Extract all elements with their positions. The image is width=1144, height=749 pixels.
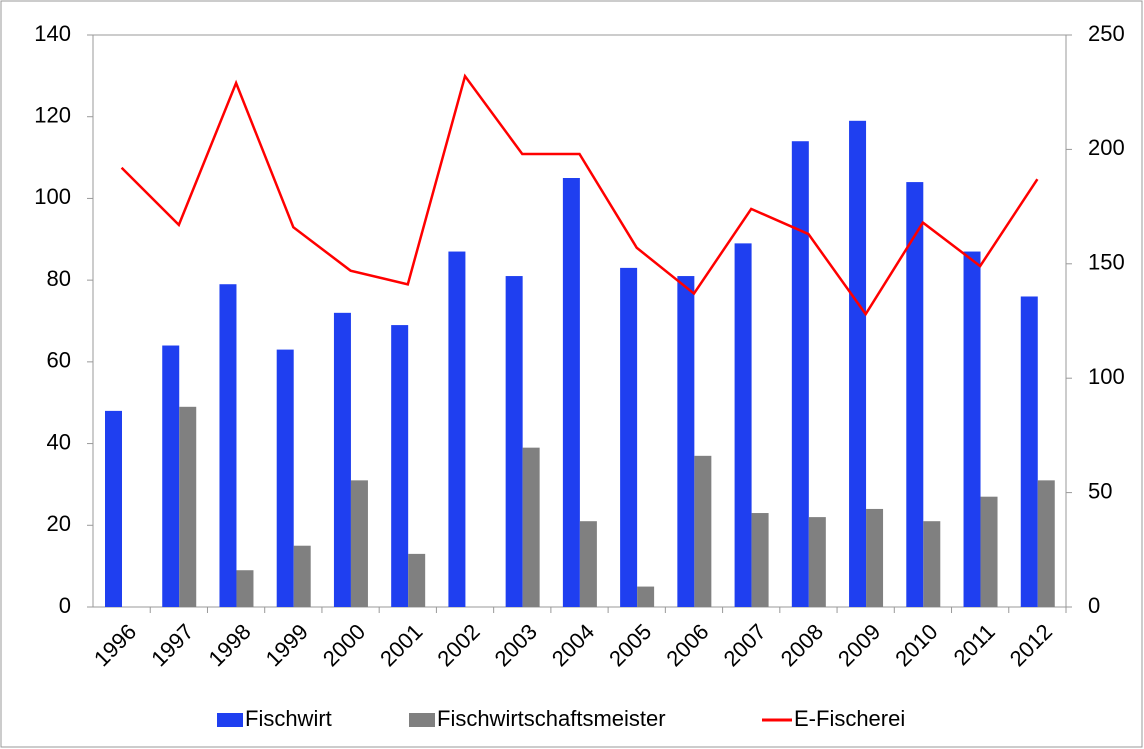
y2-tick-label: 100	[1088, 364, 1125, 389]
y2-tick-label: 250	[1088, 21, 1125, 46]
bar	[236, 570, 254, 607]
bar	[391, 325, 409, 607]
y-tick-label: 120	[34, 103, 71, 128]
bar	[293, 545, 311, 607]
legend-swatch	[409, 713, 435, 727]
y-tick-label: 20	[47, 511, 71, 536]
legend-swatch	[217, 713, 243, 727]
y-tick-label: 40	[47, 429, 71, 454]
bar	[505, 276, 523, 607]
bar	[980, 496, 998, 607]
bar	[620, 267, 638, 607]
y2-tick-label: 0	[1088, 593, 1100, 618]
bar	[637, 586, 655, 607]
bar	[448, 251, 466, 608]
bar	[333, 312, 351, 607]
bar	[923, 521, 941, 607]
bar	[522, 447, 540, 607]
bar	[866, 508, 884, 607]
bar	[791, 141, 809, 607]
y2-tick-label: 200	[1088, 135, 1125, 160]
bar	[105, 410, 122, 607]
y2-tick-label: 150	[1088, 250, 1125, 275]
bar	[408, 553, 426, 607]
bar	[1037, 480, 1055, 607]
legend-label: E-Fischerei	[794, 706, 905, 731]
bar	[906, 182, 924, 608]
legend-label: Fischwirtschaftsmeister	[437, 706, 666, 731]
y-tick-label: 60	[47, 348, 71, 373]
bar	[219, 284, 237, 607]
bar	[963, 251, 981, 608]
legend-label: Fischwirt	[245, 706, 332, 731]
y-tick-label: 0	[59, 593, 71, 618]
y-tick-label: 140	[34, 21, 71, 46]
y-tick-label: 100	[34, 184, 71, 209]
bar	[734, 243, 752, 607]
line	[120, 73, 1039, 317]
bar	[849, 120, 867, 608]
bar	[162, 345, 180, 607]
bar	[350, 480, 368, 607]
bar	[677, 276, 695, 607]
bar	[751, 513, 769, 607]
bar	[579, 521, 597, 607]
y-tick-label: 80	[47, 266, 71, 291]
bar	[808, 517, 826, 607]
bar	[1020, 296, 1038, 607]
bar	[276, 349, 294, 607]
bar	[179, 406, 197, 607]
bar	[694, 455, 712, 607]
bar	[562, 178, 580, 607]
y2-tick-label: 50	[1088, 478, 1112, 503]
